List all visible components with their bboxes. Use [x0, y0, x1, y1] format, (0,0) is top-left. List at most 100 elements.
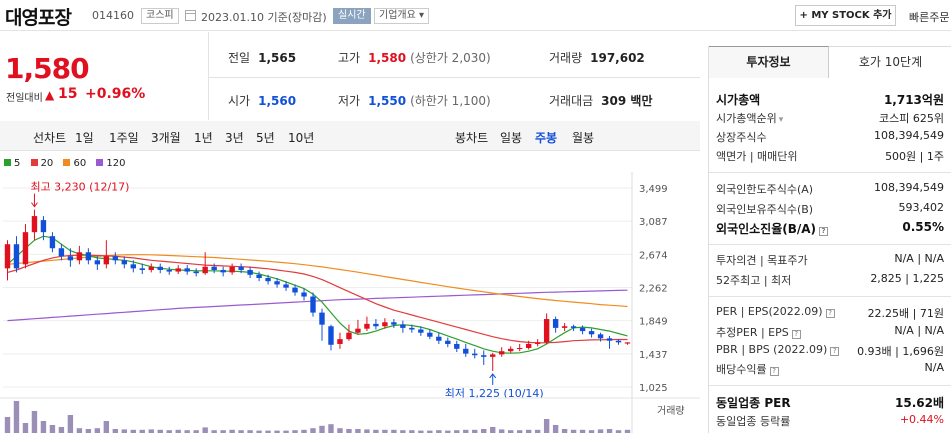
- volume-bar: [211, 430, 217, 433]
- period-bar: 선차트 1일 1주일 3개월 1년 3년 5년 10년 봉차트 일봉 주봉 월봉: [0, 121, 700, 151]
- help-icon[interactable]: ?: [791, 330, 801, 339]
- volume-bar: [148, 429, 154, 433]
- candle-body: [418, 329, 424, 333]
- chart-legend: 5 20 60 120: [4, 158, 133, 169]
- candle-body: [597, 334, 604, 339]
- row-label: 추정PER | EPS?: [716, 324, 801, 340]
- panel-divider: [709, 385, 951, 386]
- legend-ma60: 60: [63, 158, 86, 169]
- row-value: 593,402: [898, 201, 945, 214]
- candle-body: [436, 336, 442, 341]
- candle-body: [94, 260, 101, 265]
- volume-bar: [490, 427, 496, 433]
- ma20-line: [7, 254, 628, 344]
- candle-body: [615, 340, 622, 343]
- candle-body: [157, 266, 163, 270]
- help-icon[interactable]: ?: [830, 347, 840, 356]
- row-value: +0.44%: [899, 413, 944, 426]
- period-1y[interactable]: 1년: [194, 131, 213, 145]
- volume-bar: [58, 427, 65, 433]
- row-label: 동일업종 등락률: [716, 415, 791, 428]
- volume-bar: [552, 425, 559, 433]
- company-overview-dropdown[interactable]: 기업개요 ▾: [374, 8, 429, 24]
- candle-body: [445, 340, 451, 344]
- candle-body: [175, 268, 181, 272]
- realtime-tag[interactable]: 실시간: [333, 8, 371, 24]
- y-tick-label: 3,087: [639, 217, 668, 228]
- candle-body: [256, 274, 262, 279]
- period-1d[interactable]: 1일: [75, 131, 94, 145]
- volume-bar: [355, 429, 361, 433]
- candle-body: [454, 343, 460, 349]
- volume-bar: [436, 430, 442, 433]
- help-icon[interactable]: ?: [825, 309, 835, 318]
- y-tick-label: 2,674: [639, 250, 668, 261]
- row-value: 0.93배 | 1,696원: [857, 345, 944, 358]
- par-row: 액면가 | 매매단위 500원 | 1주: [716, 148, 951, 163]
- quick-order-link[interactable]: 빠른주문: [909, 11, 950, 24]
- period-5y[interactable]: 5년: [256, 131, 275, 145]
- candle-body: [229, 266, 235, 273]
- volume-bar: [382, 429, 388, 433]
- legend-ma5: 5: [4, 158, 20, 169]
- volume-bar: [543, 419, 550, 433]
- stat-sub: (상한가 2,030): [410, 51, 491, 65]
- candle-body: [130, 264, 136, 269]
- volume-bar: [4, 417, 11, 433]
- period-1w[interactable]: 1주일: [109, 131, 139, 145]
- row-value: 1,713억원: [883, 93, 944, 107]
- per-row: PER | EPS(2022.09)? 22.25배 | 71원: [716, 305, 951, 320]
- add-mystock-button[interactable]: + MY STOCK 추가: [795, 5, 896, 26]
- row-value: 0.55%: [902, 220, 944, 234]
- est-per-row: 추정PER | EPS? N/A | N/A: [716, 324, 951, 339]
- candle-body: [220, 269, 226, 273]
- candle-monthly[interactable]: 월봉: [572, 131, 595, 145]
- tab-quote-10[interactable]: 호가 10단계: [829, 46, 951, 78]
- panel-divider: [709, 296, 951, 297]
- line-chart-label: 선차트: [33, 131, 67, 145]
- volume-bar: [570, 429, 577, 433]
- panel-divider: [709, 244, 951, 245]
- volume-bar: [85, 429, 92, 433]
- sector-rate-row: 동일업종 등락률 +0.44%: [716, 413, 951, 428]
- tab-invest-info[interactable]: 투자정보: [709, 46, 829, 78]
- change-label: 전일대비: [6, 93, 43, 104]
- opinion-row: 투자의견 | 목표주가 N/A | N/A: [716, 252, 951, 267]
- row-value: 코스피 625위: [879, 112, 944, 125]
- investment-panel: 투자정보 호가 10단계 시가총액 1,713억원 시가총액순위 ▾ 코스피 62…: [708, 46, 951, 433]
- panel-divider: [709, 172, 951, 173]
- candle-daily[interactable]: 일봉: [500, 131, 523, 145]
- period-3y[interactable]: 3년: [225, 131, 244, 145]
- help-icon[interactable]: ?: [769, 367, 779, 376]
- period-3m[interactable]: 3개월: [151, 131, 181, 145]
- volume-bar: [534, 429, 541, 433]
- row-label: 외국인한도주식수(A): [716, 183, 814, 196]
- volume-bar: [328, 424, 334, 433]
- y-tick-label: 2,262: [639, 284, 668, 295]
- candle-body: [121, 260, 128, 265]
- candle-body: [481, 355, 487, 357]
- volume-bar: [292, 430, 298, 433]
- help-icon[interactable]: ?: [819, 227, 829, 236]
- candle-body: [211, 266, 217, 270]
- candle-weekly[interactable]: 주봉: [535, 131, 558, 145]
- volume-bar: [579, 429, 586, 433]
- candle-body: [265, 278, 271, 282]
- candle-body: [382, 322, 388, 327]
- stat-label: 고가: [338, 51, 361, 65]
- chevron-down-icon[interactable]: ▾: [778, 115, 784, 125]
- volume-bar: [364, 429, 370, 433]
- period-10y[interactable]: 10년: [288, 131, 315, 145]
- candle-chart-label: 봉차트: [455, 131, 489, 145]
- candle-body: [58, 248, 65, 257]
- max-arrow-head: [31, 202, 38, 208]
- stock-code: 014160: [92, 9, 134, 22]
- volume-bar: [606, 429, 613, 433]
- candle-body: [238, 266, 244, 270]
- y-tick-label: 1,025: [639, 383, 668, 394]
- legend-swatch: [4, 159, 11, 166]
- row-value: 2,825 | 1,225: [870, 272, 944, 285]
- volume-bar: [283, 430, 289, 433]
- candle-body: [22, 232, 29, 265]
- price-chart[interactable]: 3,499 3,087 2,674 2,262 1,849 1,437 1,025 최고 3,…: [0, 152, 700, 433]
